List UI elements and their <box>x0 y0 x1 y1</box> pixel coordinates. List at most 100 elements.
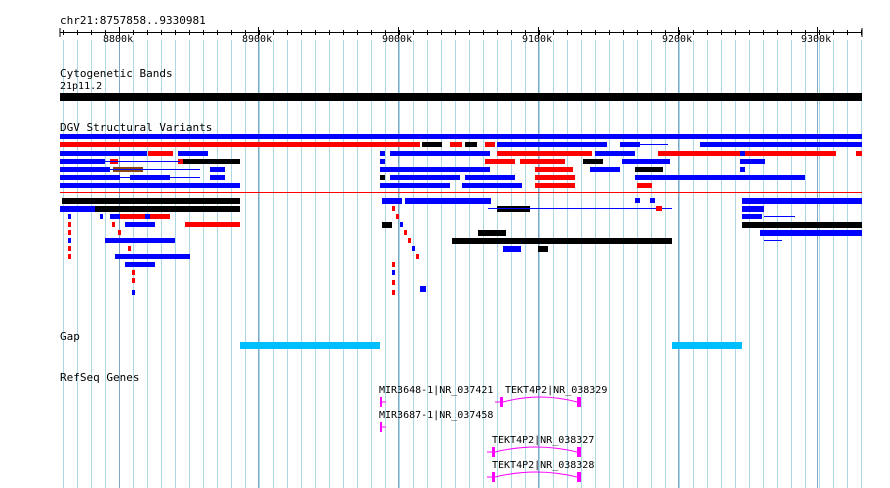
sv-gain <box>60 134 862 139</box>
sv-feature <box>183 159 240 164</box>
tick-label-9000k: 9000k <box>382 34 413 45</box>
sv-loss <box>405 142 420 147</box>
sv-feature <box>396 214 399 219</box>
tick-label-9100k: 9100k <box>522 34 553 45</box>
sv-feature <box>740 159 765 164</box>
gene-mir3648 <box>380 397 382 407</box>
sv-feature <box>740 151 745 156</box>
gene-tekt4p2-38328-exon <box>492 472 495 482</box>
gap-feature <box>672 342 742 349</box>
sv-feature <box>132 270 135 275</box>
sv-complex <box>452 238 672 244</box>
sv-loss <box>185 222 240 227</box>
sv-gain <box>760 230 862 236</box>
sv-complex <box>422 142 442 147</box>
gene-tekt4p2-38328-exon <box>577 472 581 482</box>
sv-gain <box>150 254 190 259</box>
sv-feature <box>60 159 105 164</box>
gap-feature <box>240 342 380 349</box>
track-title-dgv[interactable]: DGV Structural Variants <box>60 121 213 134</box>
sv-feature <box>404 230 407 235</box>
sv-feature <box>740 167 745 172</box>
sv-feature <box>520 159 565 164</box>
sv-complex <box>478 230 506 236</box>
sv-loss <box>120 214 145 219</box>
sv-feature <box>60 151 130 156</box>
gene-tekt4p2-38327-intron <box>494 446 578 453</box>
sv-feature <box>68 230 71 235</box>
tick-label-9200k: 9200k <box>662 34 693 45</box>
sv-feature <box>400 222 403 227</box>
sv-loss <box>150 214 170 219</box>
sv-gain <box>105 238 165 243</box>
sv-feature <box>68 238 71 243</box>
sv-feature <box>416 254 419 259</box>
sv-feature <box>68 246 71 251</box>
sv-loss <box>485 142 495 147</box>
sv-feature <box>380 151 385 156</box>
sv-feature <box>112 222 115 227</box>
sv-feature <box>380 175 385 180</box>
track-title-refseq[interactable]: RefSeq Genes <box>60 371 140 384</box>
sv-feature <box>392 280 395 285</box>
gene-tekt4p2-38327-exon <box>492 447 495 457</box>
sv-feature <box>380 159 385 164</box>
sv-feature <box>622 159 670 164</box>
sv-feature <box>210 175 225 180</box>
sv-loss <box>60 142 405 147</box>
sv-feature <box>210 167 225 172</box>
sv-complex <box>742 222 862 228</box>
track-title-gap[interactable]: Gap <box>60 330 80 343</box>
sv-feature <box>590 167 620 172</box>
sv-complex <box>382 222 392 228</box>
sv-gain <box>125 222 155 227</box>
sv-feature <box>178 151 208 156</box>
sv-feature <box>412 246 415 251</box>
sv-feature <box>392 262 395 267</box>
gene-mir3687 <box>380 422 382 432</box>
sv-feature <box>462 183 522 188</box>
gene-tekt4p2-38328-intron <box>494 471 578 478</box>
sv-gain <box>115 254 165 259</box>
sv-feature <box>535 183 575 188</box>
sv-gain <box>700 142 862 147</box>
sv-gain <box>497 142 607 147</box>
gene-label[interactable]: MIR3648-1|NR_037421 <box>379 385 494 396</box>
sv-feature <box>583 159 603 164</box>
sv-gain <box>150 238 175 243</box>
sv-feature <box>100 214 103 219</box>
tick-label-8800k: 8800k <box>103 34 134 45</box>
tick-label-8900k: 8900k <box>242 34 273 45</box>
sv-feature <box>465 175 515 180</box>
location-label: chr21:8757858..9330981 <box>60 14 206 27</box>
gene-label[interactable]: TEKT4P2|NR_038328 <box>492 460 595 471</box>
sv-feature <box>68 214 71 219</box>
sv-gain <box>742 198 862 204</box>
sv-feature <box>497 151 592 156</box>
sv-feature <box>535 175 575 180</box>
sv-feature <box>132 278 135 283</box>
sv-complex <box>465 142 477 147</box>
gene-tekt4p2-38329-exon <box>500 397 503 407</box>
track-title-cytoband[interactable]: Cytogenetic Bands <box>60 67 173 80</box>
sv-gain <box>382 198 402 204</box>
tick-label-9300k: 9300k <box>801 34 832 45</box>
cytoband-label: 21p11.2 <box>60 81 103 92</box>
gene-tekt4p2-38329-intron <box>502 396 578 403</box>
sv-feature <box>392 206 395 211</box>
sv-feature <box>122 151 147 156</box>
sv-feature <box>740 175 745 180</box>
sv-gain <box>60 206 95 212</box>
sv-loss <box>450 142 462 147</box>
sv-feature <box>132 290 135 295</box>
gene-label[interactable]: TEKT4P2|NR_038329 <box>505 385 608 396</box>
sv-feature <box>635 167 663 172</box>
gene-tekt4p2-38327-exon <box>577 447 581 457</box>
gene-label[interactable]: MIR3687-1|NR_037458 <box>379 410 494 421</box>
sv-feature <box>658 151 836 156</box>
sv-complex <box>62 198 240 204</box>
gene-label[interactable]: TEKT4P2|NR_038327 <box>492 435 595 446</box>
sv-gain <box>125 262 155 267</box>
